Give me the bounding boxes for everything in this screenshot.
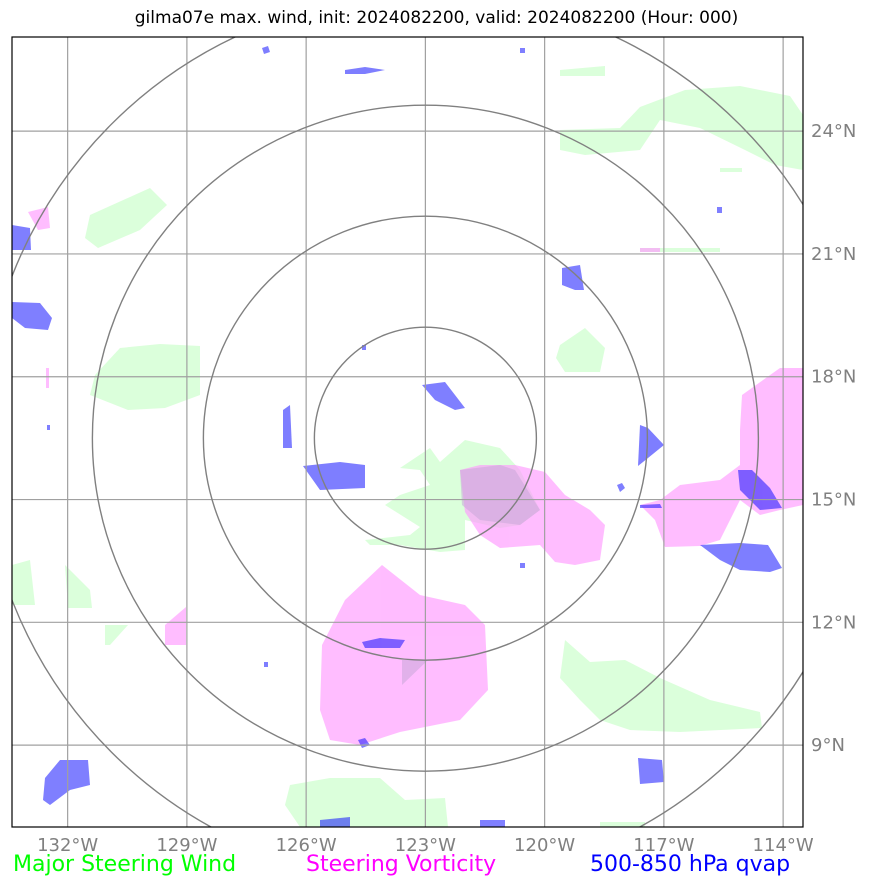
wind-area [560,86,803,170]
qvap-area [47,425,50,430]
lat-tick-label: 24°N [811,121,856,142]
lat-tick-label: 15°N [811,490,856,511]
vorticity-area [320,565,488,745]
qvap-area [12,302,52,330]
lon-tick-label: 114°W [753,835,814,856]
qvap-area [43,760,90,805]
wind-area [720,168,742,172]
lat-tick-label: 18°N [811,367,856,388]
qvap-area [700,543,782,572]
lon-tick-labels: 132°W 129°W 126°W 123°W 120°W 117°W 114°W [37,835,814,856]
qvap-area [264,662,268,667]
lat-tick-label: 12°N [811,612,856,633]
lon-tick-label: 129°W [156,835,217,856]
lon-tick-label: 126°W [276,835,337,856]
qvap-area [303,462,365,490]
wind-area [600,822,645,827]
wind-area [285,778,448,827]
overlap-area [402,660,428,685]
qvap-area [12,225,31,250]
wind-area [65,565,92,608]
wind-area [12,560,35,605]
map-frame [11,36,804,828]
legend-wind: Major Steering Wind [13,852,237,877]
range-ring [202,215,649,661]
qvap-area [617,483,625,492]
vorticity-area [46,368,49,388]
qvap-area [362,638,405,648]
qvap-area [717,207,722,213]
qvap-area [640,504,662,508]
overlap-area [460,465,540,525]
qvap-area [283,405,292,448]
lon-tick-label: 117°W [633,835,694,856]
qvap-area [262,46,270,54]
qvap-area [562,265,584,290]
wind-area [85,188,167,248]
qvap-area [638,425,664,466]
wind-area [560,66,605,76]
qvap-area [422,382,465,410]
overlap-areas [402,465,540,685]
lat-tick-label: 9°N [811,735,845,756]
qvap-area [320,817,350,827]
lat-tick-label: 21°N [811,244,856,265]
qvap-areas [12,46,782,827]
lon-tick-label: 132°W [37,835,98,856]
qvap-area [638,758,664,784]
wind-area [556,328,605,372]
qvap-area [520,563,525,568]
map-title: gilma07e max. wind, init: 2024082200, va… [134,8,739,28]
legend-qvap: 500-850 hPa qvap [590,852,791,877]
lat-tick-labels: 24°N 21°N 18°N 15°N 12°N 9°N [811,121,856,756]
lon-tick-label: 120°W [514,835,575,856]
range-ring [91,104,760,772]
qvap-area [520,48,525,53]
range-ring [313,326,538,550]
wind-area [105,625,128,645]
vorticity-area [165,607,186,645]
lat-lon-grid [12,37,803,827]
qvap-area [480,820,505,827]
wind-area [560,640,762,732]
qvap-area [345,67,385,74]
legend-vorticity: Steering Vorticity [306,852,497,877]
vorticity-area [640,248,660,252]
lon-tick-label: 123°W [395,835,456,856]
